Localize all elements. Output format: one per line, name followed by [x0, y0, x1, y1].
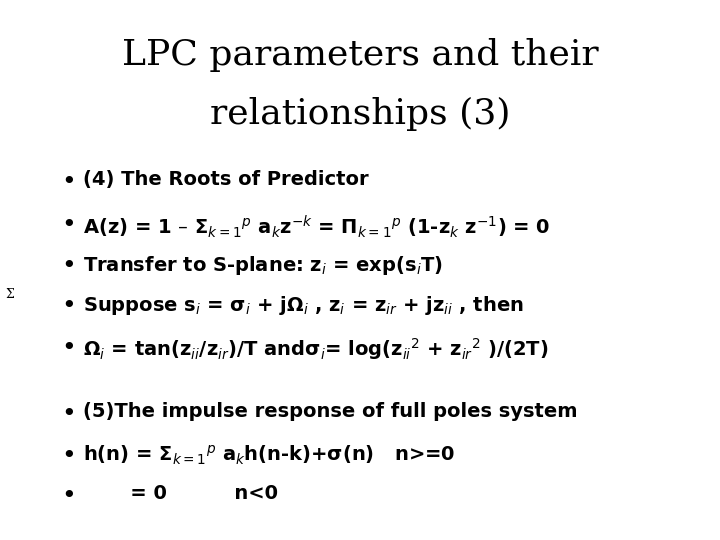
Text: relationships (3): relationships (3)	[210, 97, 510, 131]
Text: Suppose s$_{i}$ = σ$_{i}$ + jΩ$_{i}$ , z$_{i}$ = z$_{ir}$ + jz$_{ii}$ , then: Suppose s$_{i}$ = σ$_{i}$ + jΩ$_{i}$ , z…	[83, 294, 523, 318]
Text: •: •	[61, 294, 76, 318]
Text: (5)The impulse response of full poles system: (5)The impulse response of full poles sy…	[83, 402, 577, 421]
Text: = 0          n<0: = 0 n<0	[83, 484, 278, 503]
Text: •: •	[61, 170, 76, 194]
Text: •: •	[61, 444, 76, 468]
Text: Σ: Σ	[6, 288, 14, 301]
Text: A(z) = 1 – Σ$_{k=1}$$^{p}$ a$_{k}$z$^{-k}$ = Π$_{k=1}$$^{p}$ (1-z$_{k}$ z$^{-1}$: A(z) = 1 – Σ$_{k=1}$$^{p}$ a$_{k}$z$^{-k…	[83, 213, 550, 240]
Text: •: •	[61, 484, 76, 508]
Text: Ω$_{i}$ = tan(z$_{ii}$/z$_{ir}$)/T andσ$_{i}$= log(z$_{ii}$$^{2}$ + z$_{ir}$$^{2: Ω$_{i}$ = tan(z$_{ii}$/z$_{ir}$)/T andσ$…	[83, 336, 548, 362]
Text: h(n) = Σ$_{k=1}$$^{p}$ a$_{k}$h(n-k)+σ(n)   n>=0: h(n) = Σ$_{k=1}$$^{p}$ a$_{k}$h(n-k)+σ(n…	[83, 444, 455, 467]
Text: •: •	[61, 336, 76, 360]
Text: LPC parameters and their: LPC parameters and their	[122, 38, 598, 72]
Text: Transfer to S-plane: z$_{i}$ = exp(s$_{i}$T): Transfer to S-plane: z$_{i}$ = exp(s$_{i…	[83, 254, 443, 277]
Text: (4) The Roots of Predictor: (4) The Roots of Predictor	[83, 170, 369, 189]
Text: •: •	[61, 254, 76, 278]
Text: •: •	[61, 402, 76, 426]
Text: •: •	[61, 213, 76, 237]
